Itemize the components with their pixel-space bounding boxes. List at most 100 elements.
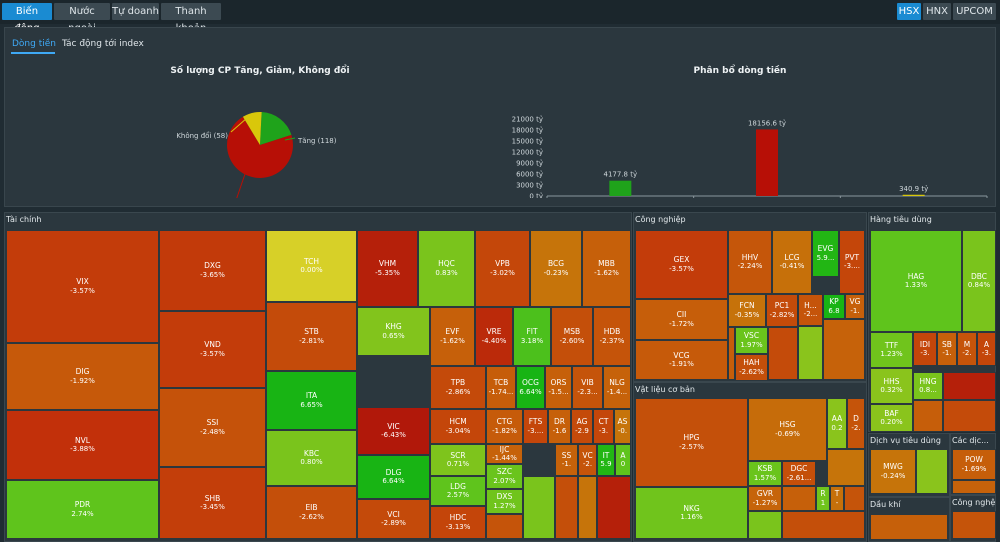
stock-cell-lcg[interactable]: LCG -0.41% (772, 230, 812, 294)
stock-cell-evf[interactable]: EVF -1.62% (430, 307, 475, 366)
stock-cell-h[interactable]: H... -2... (798, 294, 823, 326)
small-stock-tile[interactable] (952, 511, 996, 539)
stock-cell-pc1[interactable]: PC1 -2.82% (766, 294, 798, 327)
stock-cell-mbb[interactable]: MBB -1.62% (582, 230, 631, 307)
stock-cell-tpb[interactable]: TPB -2.86% (430, 366, 486, 409)
stock-cell-kbc[interactable]: KBC 0.80% (266, 430, 357, 486)
small-stock-tile[interactable] (798, 326, 823, 380)
stock-cell-stb[interactable]: STB -2.81% (266, 302, 357, 371)
stock-cell-scr[interactable]: SCR 0.71% (430, 444, 486, 476)
stock-cell-dxs[interactable]: DXS 1.27% (486, 489, 523, 514)
stock-cell-ss[interactable]: SS -1. (555, 444, 578, 476)
subtab-dong-tien[interactable]: Dòng tiền (12, 39, 56, 49)
stock-cell-evg[interactable]: EVG 5.9... (812, 230, 839, 277)
stock-cell-hhs[interactable]: HHS 0.32% (870, 368, 913, 404)
small-stock-tile[interactable] (943, 372, 996, 400)
stock-cell-gex[interactable]: GEX -3.57% (635, 230, 728, 299)
stock-cell-nkg[interactable]: NKG 1.16% (635, 487, 748, 539)
stock-cell-nlg[interactable]: NLG -1.4... (603, 366, 631, 409)
stock-cell-msb[interactable]: MSB -2.60% (551, 307, 593, 366)
small-stock-tile[interactable] (913, 400, 943, 432)
stock-cell-hdb[interactable]: HDB -2.37% (593, 307, 631, 366)
stock-cell-ssi[interactable]: SSI -2.48% (159, 388, 266, 467)
stock-cell-vre[interactable]: VRE -4.40% (475, 307, 513, 366)
stock-cell-dbc[interactable]: DBC 0.84% (962, 230, 996, 332)
stock-cell-vib[interactable]: VIB -2.3... (572, 366, 603, 409)
small-stock-tile[interactable] (844, 486, 865, 511)
stock-cell-hng[interactable]: HNG 0.8... (913, 372, 943, 400)
tab-bien-dong[interactable]: Biến động (2, 3, 52, 34)
stock-cell-ag[interactable]: AG -2.9 (571, 409, 593, 444)
small-stock-tile[interactable] (823, 319, 865, 380)
stock-cell-vic[interactable]: VIC -6.43% (357, 407, 430, 455)
stock-cell-hah[interactable]: HAH -2.62% (735, 354, 768, 381)
stock-cell-vcg[interactable]: VCG -1.91% (635, 340, 728, 380)
stock-cell-pdr[interactable]: PDR 2.74% (6, 480, 159, 539)
stock-cell-ksb[interactable]: KSB 1.57% (748, 461, 782, 486)
small-stock-tile[interactable] (952, 480, 996, 494)
small-stock-tile[interactable] (943, 400, 996, 432)
small-stock-tile[interactable] (555, 476, 578, 539)
stock-cell-ita[interactable]: ITA 6.65% (266, 371, 357, 430)
tab-nuoc-ngoai[interactable]: Nước ngoài (54, 3, 110, 34)
small-stock-tile[interactable] (748, 511, 782, 539)
small-stock-tile[interactable] (768, 327, 798, 380)
stock-cell-hdc[interactable]: HDC -3.13% (430, 506, 486, 539)
small-stock-tile[interactable] (827, 449, 865, 486)
stock-cell-ors[interactable]: ORS -1.5... (545, 366, 572, 409)
stock-cell-nvl[interactable]: NVL -3.88% (6, 410, 159, 480)
stock-cell-ldg[interactable]: LDG 2.57% (430, 476, 486, 506)
stock-cell-m[interactable]: M -2. (957, 332, 977, 366)
stock-cell-shb[interactable]: SHB -3.45% (159, 467, 266, 539)
stock-cell-dig[interactable]: DIG -1.92% (6, 343, 159, 410)
stock-cell-mwg[interactable]: MWG -0.24% (870, 449, 916, 494)
stock-cell-gvr[interactable]: GVR -1.27% (748, 486, 782, 511)
stock-cell-vg[interactable]: VG -1. (845, 294, 865, 319)
small-stock-tile[interactable] (578, 476, 597, 539)
stock-cell-idi[interactable]: IDI -3. (913, 332, 937, 366)
stock-cell-ttf[interactable]: TTF 1.23% (870, 332, 913, 368)
stock-cell-fcn[interactable]: FCN -0.35% (728, 294, 766, 327)
stock-cell-tcb[interactable]: TCB -1.74... (486, 366, 516, 409)
stock-cell-vc[interactable]: VC -2. (578, 444, 597, 476)
stock-cell-ijc[interactable]: IJC -1.44% (486, 444, 523, 464)
tab-tu-doanh[interactable]: Tự doanh (112, 3, 159, 20)
stock-cell-eib[interactable]: EIB -2.62% (266, 486, 357, 539)
stock-cell-t[interactable]: T- (830, 486, 844, 511)
stock-cell-hag[interactable]: HAG 1.33% (870, 230, 962, 332)
stock-cell-dr[interactable]: DR -1.6 (548, 409, 571, 444)
stock-cell-ocg[interactable]: OCG 6.64% (516, 366, 545, 409)
small-stock-tile[interactable] (916, 449, 948, 494)
stock-cell-d[interactable]: D -2. (847, 398, 865, 449)
stock-cell-vix[interactable]: VIX -3.57% (6, 230, 159, 343)
tab-thanh-khoan[interactable]: Thanh khoản (161, 3, 221, 34)
exchange-upcom[interactable]: UPCOM (953, 3, 996, 20)
small-stock-tile[interactable] (523, 476, 555, 539)
stock-cell-kp[interactable]: KP 6.8 (823, 294, 845, 319)
stock-cell-ct[interactable]: CT -3. (593, 409, 614, 444)
stock-cell-hsg[interactable]: HSG -0.69% (748, 398, 827, 461)
exchange-hsx[interactable]: HSX (897, 3, 921, 20)
stock-cell-vpb[interactable]: VPB -3.02% (475, 230, 530, 307)
stock-cell-it[interactable]: IT 5.9 (597, 444, 615, 476)
stock-cell-tch[interactable]: TCH 0.00% (266, 230, 357, 302)
small-stock-tile[interactable] (486, 514, 523, 539)
stock-cell-as[interactable]: AS -0. (614, 409, 631, 444)
stock-cell-sb[interactable]: SB -1. (937, 332, 957, 366)
stock-cell-dgc[interactable]: DGC -2.61... (782, 461, 816, 486)
exchange-hnx[interactable]: HNX (923, 3, 951, 20)
stock-cell-fit[interactable]: FIT 3.18% (513, 307, 551, 366)
stock-cell-hcm[interactable]: HCM -3.04% (430, 409, 486, 444)
stock-cell-dlg[interactable]: DLG 6.64% (357, 455, 430, 499)
stock-cell-szc[interactable]: SZC 2.07% (486, 464, 523, 489)
stock-cell-fts[interactable]: FTS -3.... (523, 409, 548, 444)
stock-cell-pvt[interactable]: PVT -3.... (839, 230, 865, 294)
stock-cell-ctg[interactable]: CTG -1.82% (486, 409, 523, 444)
small-stock-tile[interactable] (597, 476, 631, 539)
subtab-tac-dong-index[interactable]: Tác động tới index (62, 39, 144, 49)
stock-cell-aa[interactable]: AA 0.2 (827, 398, 847, 449)
small-stock-tile[interactable] (728, 327, 735, 380)
stock-cell-pow[interactable]: POW -1.69% (952, 449, 996, 480)
